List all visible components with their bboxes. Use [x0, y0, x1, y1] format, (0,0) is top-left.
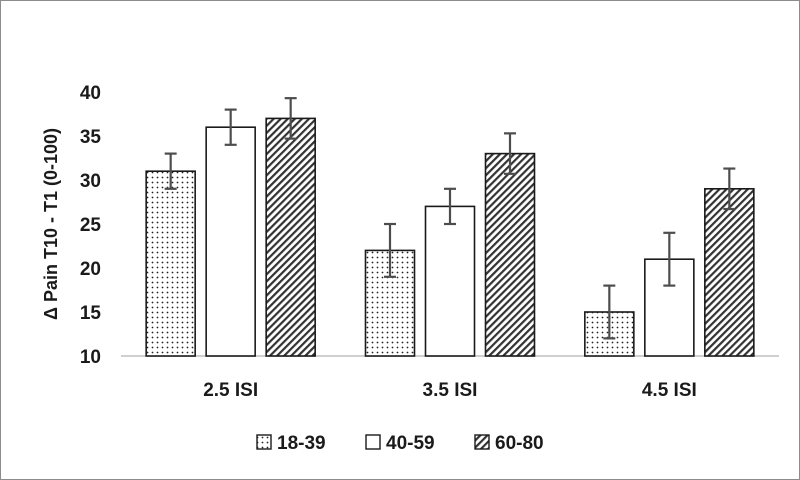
error-bar	[164, 152, 177, 190]
legend-label: 60-80	[495, 433, 544, 454]
bar-40-59-3.5-ISI	[424, 205, 476, 357]
y-tick-label: 15	[80, 303, 102, 324]
y-axis-title: Δ Pain T10 - T1 (0-100)	[41, 128, 61, 320]
error-bar	[504, 132, 516, 175]
x-tick-label: 4.5 ISI	[642, 380, 697, 401]
error-bar	[444, 187, 456, 226]
legend-swatch	[256, 434, 272, 450]
bar-60-80-3.5-ISI	[484, 152, 536, 357]
bar-60-80-2.5-ISI	[265, 117, 316, 357]
y-tick-label: 35	[80, 127, 102, 148]
legend-item-40-59: 40-59	[365, 433, 435, 454]
bars	[145, 117, 755, 357]
bar-18-39-2.5-ISI	[145, 170, 196, 357]
x-tick-label: 2.5 ISI	[203, 380, 258, 401]
y-tick-label: 10	[80, 347, 101, 368]
legend-swatch	[474, 434, 490, 450]
error-bar	[663, 231, 676, 287]
error-bar	[603, 284, 616, 340]
legend: 18-39 40-59 60-80	[256, 433, 544, 454]
bar-60-80-4.5-ISI	[704, 188, 755, 357]
error-bars	[164, 97, 736, 340]
y-tick-label: 20	[80, 259, 101, 280]
legend-label: 40-59	[386, 433, 435, 454]
bar-40-59-2.5-ISI	[205, 126, 256, 357]
y-tick-label: 30	[80, 171, 101, 192]
legend-item-60-80: 60-80	[474, 433, 544, 454]
y-tick-label: 25	[80, 215, 102, 236]
legend-item-18-39: 18-39	[256, 433, 326, 454]
labels: 10 15 20 25 30 35 40 Δ Pain T10 - T1 (0-100) 2.5…	[41, 83, 697, 401]
error-bar	[284, 97, 297, 140]
y-tick-label: 40	[80, 83, 101, 104]
legend-swatch	[365, 434, 381, 450]
legend-label: 18-39	[277, 433, 326, 454]
error-bar	[723, 167, 736, 211]
error-bar	[224, 108, 237, 146]
x-tick-label: 3.5 ISI	[423, 380, 478, 401]
error-bar	[384, 222, 396, 278]
